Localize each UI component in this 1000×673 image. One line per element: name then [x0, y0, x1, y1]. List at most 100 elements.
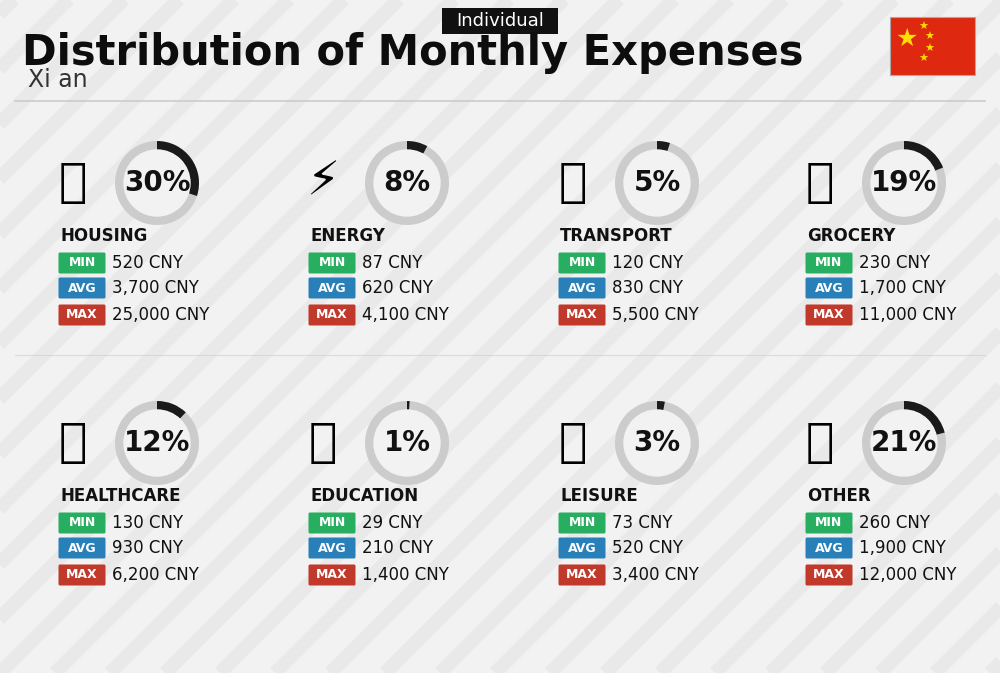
Wedge shape	[615, 141, 699, 225]
Text: 19%: 19%	[871, 169, 937, 197]
Text: Distribution of Monthly Expenses: Distribution of Monthly Expenses	[22, 32, 804, 74]
Wedge shape	[862, 401, 946, 485]
Text: MIN: MIN	[68, 256, 96, 269]
Text: MAX: MAX	[813, 569, 845, 581]
Text: 3,700 CNY: 3,700 CNY	[112, 279, 199, 297]
FancyBboxPatch shape	[308, 538, 356, 559]
Wedge shape	[904, 401, 945, 435]
Text: 30%: 30%	[124, 169, 190, 197]
Text: 8%: 8%	[383, 169, 431, 197]
Text: 25,000 CNY: 25,000 CNY	[112, 306, 209, 324]
Text: GROCERY: GROCERY	[807, 227, 895, 245]
Text: MIN: MIN	[568, 516, 596, 530]
Text: HEALTHCARE: HEALTHCARE	[60, 487, 180, 505]
Circle shape	[374, 410, 440, 476]
Wedge shape	[407, 141, 427, 154]
Wedge shape	[657, 141, 670, 151]
Text: 620 CNY: 620 CNY	[362, 279, 433, 297]
FancyBboxPatch shape	[308, 513, 356, 534]
Text: MIN: MIN	[568, 256, 596, 269]
FancyBboxPatch shape	[558, 538, 606, 559]
Wedge shape	[115, 401, 199, 485]
Text: AVG: AVG	[68, 281, 96, 295]
Text: MAX: MAX	[66, 569, 98, 581]
Text: MIN: MIN	[68, 516, 96, 530]
Text: 🏗: 🏗	[59, 160, 87, 205]
Text: 73 CNY: 73 CNY	[612, 514, 672, 532]
Circle shape	[624, 150, 690, 216]
Text: 🏥: 🏥	[59, 421, 87, 466]
Wedge shape	[407, 401, 410, 410]
FancyBboxPatch shape	[558, 252, 606, 273]
FancyBboxPatch shape	[558, 513, 606, 534]
Text: MAX: MAX	[66, 308, 98, 322]
Wedge shape	[365, 401, 449, 485]
Wedge shape	[904, 141, 943, 171]
Text: 87 CNY: 87 CNY	[362, 254, 422, 272]
Circle shape	[624, 410, 690, 476]
FancyBboxPatch shape	[58, 538, 106, 559]
Text: 21%: 21%	[871, 429, 937, 457]
Text: LEISURE: LEISURE	[560, 487, 638, 505]
Text: MIN: MIN	[318, 516, 346, 530]
FancyBboxPatch shape	[558, 277, 606, 299]
Text: 12%: 12%	[124, 429, 190, 457]
Text: 1,400 CNY: 1,400 CNY	[362, 566, 449, 584]
Text: MAX: MAX	[316, 569, 348, 581]
FancyBboxPatch shape	[806, 252, 852, 273]
Text: ★: ★	[924, 44, 934, 54]
Text: 520 CNY: 520 CNY	[612, 539, 683, 557]
Wedge shape	[365, 141, 449, 225]
FancyBboxPatch shape	[806, 304, 852, 326]
Text: Xi an: Xi an	[28, 68, 88, 92]
FancyBboxPatch shape	[308, 252, 356, 273]
Text: MIN: MIN	[318, 256, 346, 269]
FancyBboxPatch shape	[58, 252, 106, 273]
FancyBboxPatch shape	[308, 277, 356, 299]
Text: 520 CNY: 520 CNY	[112, 254, 183, 272]
Text: 11,000 CNY: 11,000 CNY	[859, 306, 956, 324]
Text: 4,100 CNY: 4,100 CNY	[362, 306, 449, 324]
Text: 5,500 CNY: 5,500 CNY	[612, 306, 699, 324]
Circle shape	[871, 150, 937, 216]
FancyBboxPatch shape	[58, 565, 106, 586]
FancyBboxPatch shape	[806, 277, 852, 299]
FancyBboxPatch shape	[58, 277, 106, 299]
FancyBboxPatch shape	[806, 565, 852, 586]
Text: MAX: MAX	[566, 569, 598, 581]
Text: TRANSPORT: TRANSPORT	[560, 227, 673, 245]
Text: 120 CNY: 120 CNY	[612, 254, 683, 272]
FancyBboxPatch shape	[58, 304, 106, 326]
Text: MIN: MIN	[815, 516, 843, 530]
Text: ★: ★	[924, 32, 934, 42]
Text: 3%: 3%	[633, 429, 681, 457]
Text: 830 CNY: 830 CNY	[612, 279, 683, 297]
Text: HOUSING: HOUSING	[60, 227, 147, 245]
FancyBboxPatch shape	[58, 513, 106, 534]
Text: ⚡: ⚡	[306, 160, 340, 205]
FancyBboxPatch shape	[890, 17, 975, 75]
Text: 6,200 CNY: 6,200 CNY	[112, 566, 199, 584]
Text: AVG: AVG	[318, 542, 346, 555]
FancyBboxPatch shape	[806, 513, 852, 534]
Text: 3,400 CNY: 3,400 CNY	[612, 566, 699, 584]
Text: AVG: AVG	[815, 281, 843, 295]
Text: AVG: AVG	[568, 281, 596, 295]
Text: 230 CNY: 230 CNY	[859, 254, 930, 272]
FancyBboxPatch shape	[806, 538, 852, 559]
Text: EDUCATION: EDUCATION	[310, 487, 418, 505]
Wedge shape	[157, 401, 186, 419]
Text: AVG: AVG	[68, 542, 96, 555]
Wedge shape	[862, 141, 946, 225]
Text: ★: ★	[896, 27, 918, 51]
Text: AVG: AVG	[568, 542, 596, 555]
Text: 5%: 5%	[633, 169, 681, 197]
Text: ENERGY: ENERGY	[310, 227, 385, 245]
Text: 1,700 CNY: 1,700 CNY	[859, 279, 946, 297]
Text: 130 CNY: 130 CNY	[112, 514, 183, 532]
FancyBboxPatch shape	[308, 565, 356, 586]
Wedge shape	[657, 401, 665, 411]
Text: 930 CNY: 930 CNY	[112, 539, 183, 557]
Text: OTHER: OTHER	[807, 487, 871, 505]
Circle shape	[124, 150, 190, 216]
